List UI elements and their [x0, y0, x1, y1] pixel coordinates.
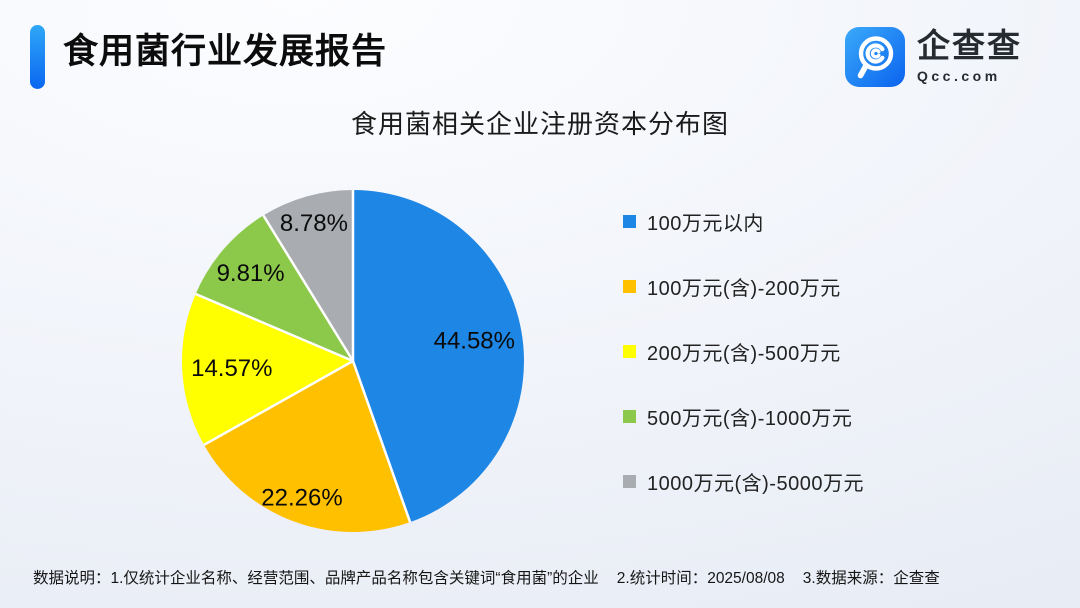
pie-label-3: 9.81% — [217, 260, 285, 287]
pie-slice-separator — [203, 359, 354, 446]
legend-label: 500万元(含)-1000万元 — [647, 407, 853, 430]
pie-label-1: 22.26% — [261, 485, 342, 512]
pie-slice-2 — [182, 293, 353, 445]
pie-slice-separator — [195, 292, 354, 363]
pie-slice-3 — [195, 215, 353, 361]
qcc-logo-text: 企查查 Qcc.com — [917, 27, 1022, 84]
legend-swatch — [623, 409, 636, 423]
qcc-brand-text: 企查查 — [917, 27, 1022, 64]
qcc-domain-text: Qcc.com — [917, 67, 1001, 84]
legend-swatch — [623, 344, 636, 358]
qcc-magnifier-icon — [845, 27, 905, 87]
footer-note-source: 3.数据来源：企查查 — [802, 570, 940, 587]
footer-note-date: 2.统计时间：2025/08/08 — [616, 570, 785, 587]
pie-chart: 44.58% 22.26% 14.57% 9.81% 8.78% — [182, 190, 524, 532]
pie-label-0: 44.58% — [434, 328, 515, 355]
legend-swatch — [623, 214, 636, 228]
chart-title: 食用菌相关企业注册资本分布图 — [350, 109, 729, 139]
legend-swatch — [623, 474, 636, 488]
chart-legend: 100万元以内 100万元(含)-200万元 200万元(含)-500万元 500万元… — [623, 208, 864, 495]
qcc-logo: 企查查 Qcc.com — [845, 27, 1022, 87]
legend-item: 1000万元(含)-5000万元 — [623, 468, 864, 495]
legend-item: 200万元(含)-500万元 — [623, 338, 864, 365]
legend-item: 500万元(含)-1000万元 — [623, 403, 864, 430]
legend-label: 1000万元(含)-5000万元 — [647, 472, 864, 495]
pie-slice-separator — [262, 214, 355, 362]
title-accent-bar — [30, 25, 45, 89]
pie-label-4: 8.78% — [280, 210, 348, 237]
legend-label: 100万元以内 — [647, 212, 764, 235]
pie-label-2: 14.57% — [191, 355, 272, 382]
footer-notes: 数据说明：1.仅统计企业名称、经营范围、品牌产品名称包含关键词“食用菌”的企业 … — [33, 566, 1053, 588]
legend-item: 100万元以内 — [623, 208, 864, 235]
legend-label: 100万元(含)-200万元 — [647, 277, 841, 300]
legend-item: 100万元(含)-200万元 — [623, 273, 864, 300]
legend-swatch — [623, 279, 636, 293]
pie-slice-0 — [353, 190, 524, 523]
pie-slice-1 — [203, 361, 411, 532]
report-title: 食用菌行业发展报告 — [63, 32, 388, 71]
legend-label: 200万元(含)-500万元 — [647, 342, 841, 365]
footer-note-scope: 数据说明：1.仅统计企业名称、经营范围、品牌产品名称包含关键词“食用菌”的企业 — [33, 570, 599, 587]
pie-slice-separator — [351, 360, 412, 523]
pie-slice-4 — [263, 190, 353, 361]
